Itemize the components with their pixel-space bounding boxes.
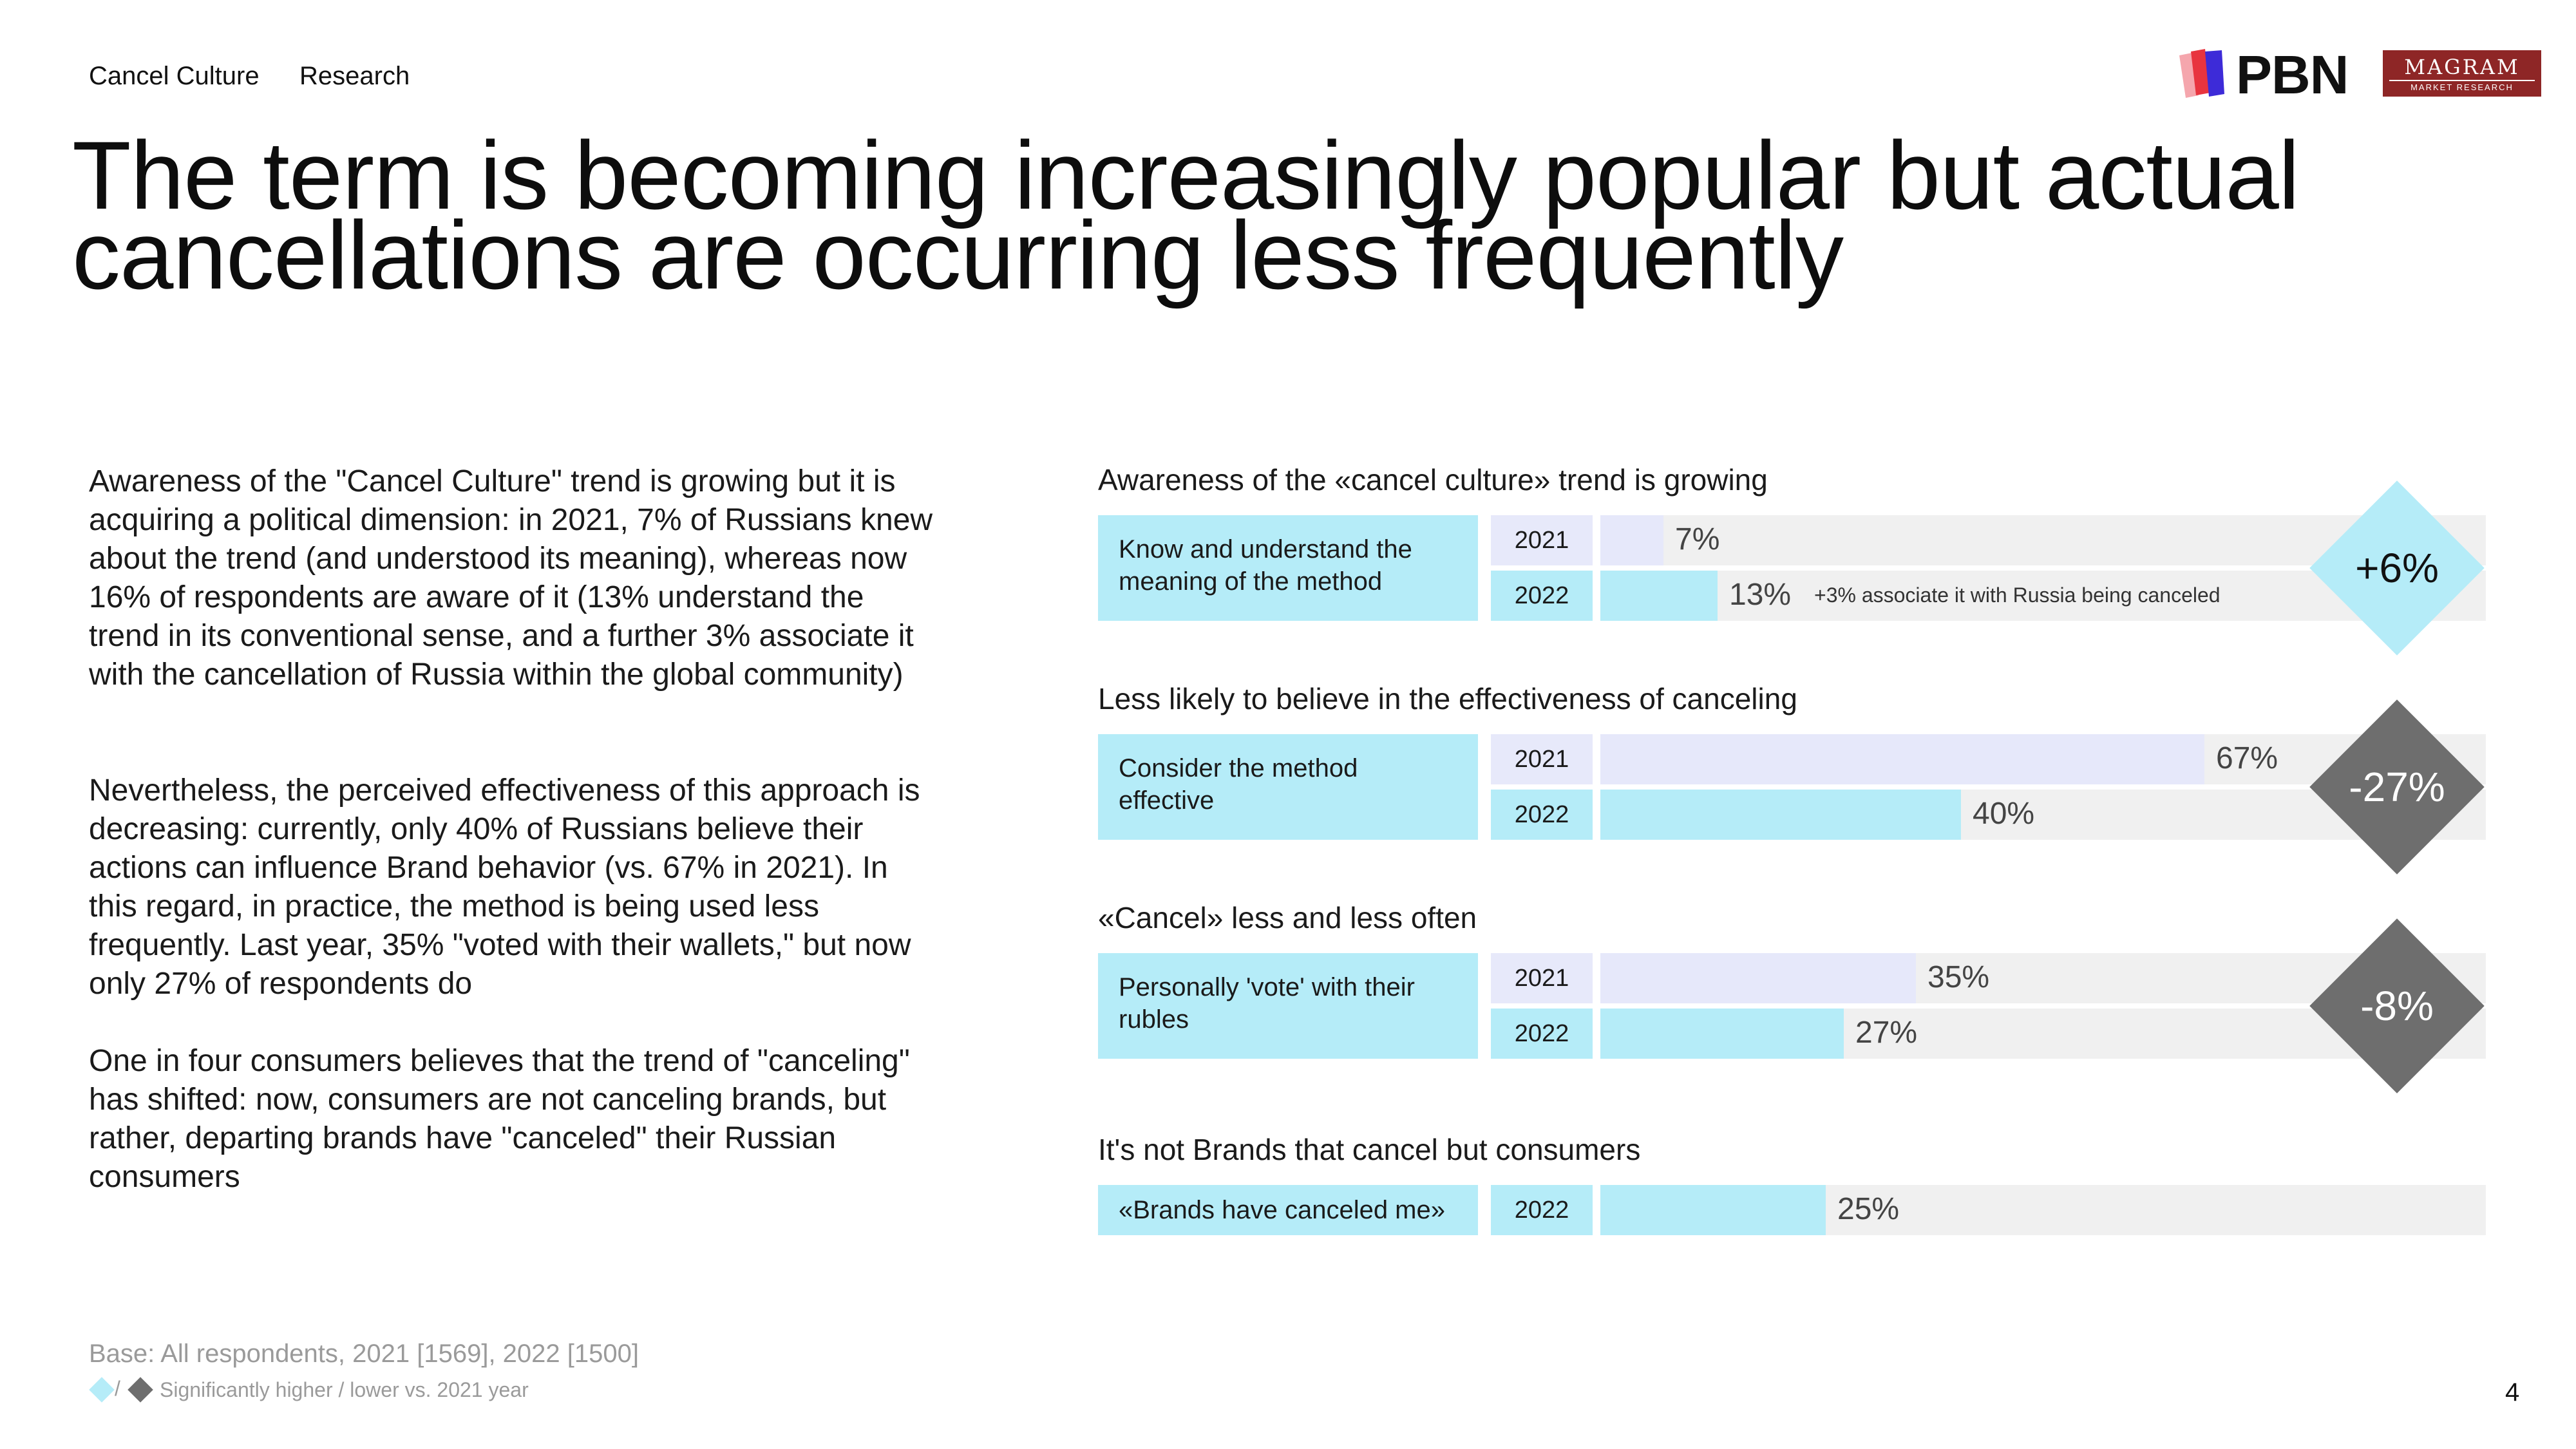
body-paragraph-awareness: Awareness of the "Cancel Culture" trend …: [89, 464, 933, 692]
bar-2022: [1600, 571, 1718, 621]
pbn-logo-text: PBN: [2236, 44, 2349, 105]
section-title: It's not Brands that cancel but consumer…: [1098, 1133, 1641, 1166]
bar-2022: [1600, 1185, 1826, 1235]
year-label: 2021: [1491, 953, 1593, 1003]
change-label: -27%: [2349, 764, 2445, 810]
bar-2021: [1600, 953, 1916, 1003]
value-label: 27%: [1855, 1016, 1918, 1050]
year-label: 2022: [1491, 790, 1593, 840]
section-title: Less likely to believe in the effectiven…: [1098, 682, 1797, 715]
value-label: 25%: [1837, 1192, 1900, 1226]
legend-text: Significantly higher / lower vs. 2021 ye…: [160, 1378, 529, 1401]
pbn-logo: PBN: [2177, 44, 2357, 105]
year-label: 2022: [1491, 571, 1593, 621]
magram-logo: MAGRAM MARKET RESEARCH: [2383, 50, 2541, 97]
bar-2021: [1600, 734, 2204, 784]
section-title: «Cancel» less and less often: [1098, 901, 1477, 934]
category-label: Consider the method effective: [1098, 734, 1478, 840]
change-label: +6%: [2355, 545, 2439, 591]
year-label: 2021: [1491, 734, 1593, 784]
value-label: 35%: [1927, 960, 1990, 994]
legend-slash: /: [115, 1377, 120, 1400]
breadcrumb-topic: Cancel Culture: [89, 62, 260, 90]
pbn-logo-mark-icon: [2179, 49, 2224, 98]
change-diamond: +6%: [2309, 480, 2485, 656]
change-diamond: -27%: [2309, 699, 2485, 875]
breadcrumb-section: Research: [299, 62, 410, 90]
body-paragraph-effectiveness: Nevertheless, the perceived effectivenes…: [89, 773, 920, 1001]
bar-2022: [1600, 790, 1961, 840]
change-label: -8%: [2360, 983, 2434, 1029]
year-label: 2022: [1491, 1185, 1593, 1235]
bar-2021: [1600, 515, 1663, 565]
magram-logo-subtext: MARKET RESEARCH: [2410, 82, 2514, 92]
base-footnote: Base: All respondents, 2021 [1569], 2022…: [89, 1340, 639, 1368]
category-label: Know and understand the meaning of the m…: [1098, 515, 1478, 621]
body-paragraph-shift: One in four consumers believes that the …: [89, 1044, 910, 1194]
page-title: The term is becoming increasingly popula…: [72, 121, 2300, 309]
bar-note: +3% associate it with Russia being cance…: [1814, 583, 2221, 607]
value-label: 40%: [1973, 797, 2035, 831]
year-label: 2022: [1491, 1009, 1593, 1059]
value-label: 13%: [1729, 578, 1792, 612]
category-label: Personally 'vote' with their rubles: [1098, 953, 1478, 1059]
page-number: 4: [2505, 1378, 2520, 1406]
category-label: «Brands have canceled me»: [1098, 1185, 1478, 1235]
value-label: 7%: [1675, 522, 1720, 556]
value-label: 67%: [2216, 741, 2278, 775]
year-label: 2021: [1491, 515, 1593, 565]
section-title: Awareness of the «cancel culture» trend …: [1098, 463, 1768, 497]
bar-2022: [1600, 1009, 1844, 1059]
change-diamond: -8%: [2309, 918, 2485, 1094]
magram-logo-text: MAGRAM: [2389, 50, 2535, 81]
